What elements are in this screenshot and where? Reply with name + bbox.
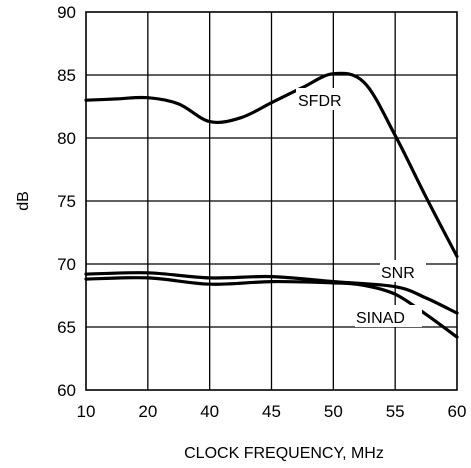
y-tick-label: 75 [57,192,76,211]
x-tick-label: 45 [262,402,281,421]
x-tick-label: 20 [138,402,157,421]
series-line-snr [84,271,459,315]
series-label-sinad: SINAD [356,310,405,327]
series-label-snr: SNR [381,265,415,282]
series-line-sfdr [84,71,459,258]
snr-label-background [380,260,426,282]
y-tick-label: 90 [57,3,76,22]
series-labels: SFDR SNR SINAD [296,88,426,327]
y-tick-label: 80 [57,129,76,148]
grid [86,12,457,390]
y-tick-label: 60 [57,381,76,400]
x-tick-label: 60 [448,402,467,421]
sinad-label-background [355,305,422,327]
series-label-sfdr: SFDR [298,93,342,110]
x-tick-label: 40 [200,402,219,421]
x-tick-label: 55 [386,402,405,421]
y-tick-label: 70 [57,255,76,274]
y-tick-label: 85 [57,66,76,85]
x-axis-title: CLOCK FREQUENCY, MHz [184,445,384,462]
x-tick-label: 50 [324,402,343,421]
y-axis-title: dB [15,191,32,211]
plot-frame [85,11,458,391]
y-tick-label: 65 [57,318,76,337]
x-tick-label: 10 [77,402,96,421]
tick-labels: 10 20 40 45 50 55 60 60 65 70 75 80 85 90 [57,3,466,421]
sfdr-label-background [296,88,354,110]
